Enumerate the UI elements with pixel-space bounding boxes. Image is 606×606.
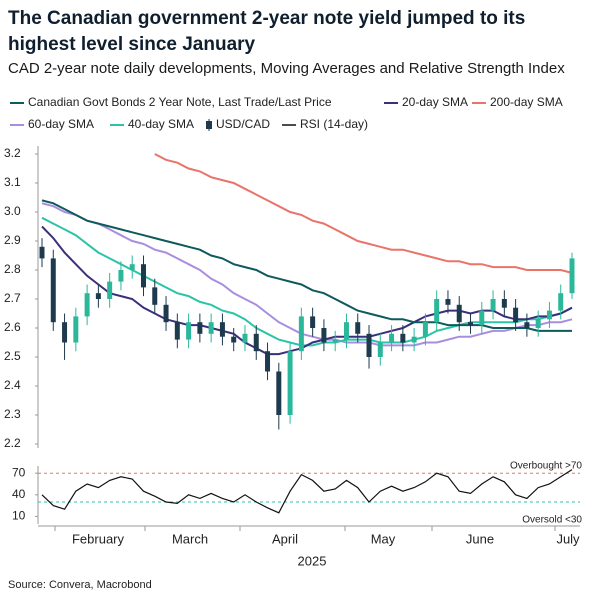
candle-body xyxy=(163,304,169,323)
candle-body xyxy=(535,319,541,328)
y-tick-label: 2.5 xyxy=(4,349,21,363)
candle-body xyxy=(287,351,293,415)
legend-label: USD/CAD xyxy=(216,117,270,131)
candle-body xyxy=(355,322,361,334)
candle-body xyxy=(389,333,395,343)
legend-label: Canadian Govt Bonds 2 Year Note, Last Tr… xyxy=(28,95,332,109)
candle-body xyxy=(219,322,225,337)
x-year-label: 2025 xyxy=(298,553,327,568)
candle-body xyxy=(84,293,90,317)
candle-body xyxy=(231,336,237,343)
rsi-line xyxy=(41,469,573,514)
candle-body xyxy=(208,322,214,334)
candle-body xyxy=(343,322,349,340)
y-tick-label: 3.0 xyxy=(4,204,21,218)
sma-line xyxy=(41,199,572,332)
candle-body xyxy=(298,316,304,352)
legend-label: 40-day SMA xyxy=(128,117,194,131)
candle-body xyxy=(39,246,45,259)
candle-body xyxy=(434,299,440,323)
candle-body xyxy=(197,322,203,334)
candle-body xyxy=(118,270,124,282)
candle-body xyxy=(546,310,552,320)
y-tick-label: 2.9 xyxy=(4,233,21,247)
candle-body xyxy=(377,342,383,357)
overbought-label: Overbought >70 xyxy=(510,461,582,472)
source: Source: Convera, Macrobond xyxy=(8,579,152,591)
candle-body xyxy=(50,258,56,323)
candle-body xyxy=(445,299,451,305)
candle-body xyxy=(479,310,485,326)
chart-subtitle: CAD 2-year note daily developments, Movi… xyxy=(8,60,565,77)
candle-body xyxy=(524,322,530,328)
candle-body xyxy=(242,333,248,343)
candle-body xyxy=(129,264,135,270)
y-tick-label: 2.3 xyxy=(4,407,21,421)
candle-body xyxy=(265,351,271,372)
candle-body xyxy=(186,322,192,340)
candle-body xyxy=(140,264,146,288)
candle-body xyxy=(456,304,462,323)
y-tick-label: 2.7 xyxy=(4,291,21,305)
sma-line xyxy=(154,153,573,274)
y-tick-label: 2.2 xyxy=(4,436,21,450)
y-tick-label: 2.4 xyxy=(4,378,21,392)
candle-body xyxy=(152,287,158,305)
candle-body xyxy=(366,333,372,357)
x-tick-label: April xyxy=(272,531,298,546)
candle-body xyxy=(332,339,338,343)
candle-body xyxy=(569,258,575,294)
candle-body xyxy=(174,322,180,340)
x-tick-label: March xyxy=(172,531,208,546)
candle-body xyxy=(310,316,316,328)
candle-body xyxy=(400,333,406,343)
rsi-tick-label: 40 xyxy=(12,487,26,501)
candle-body xyxy=(276,371,282,415)
chart-title: The Canadian government 2-year note yiel… xyxy=(8,8,526,55)
candle-body xyxy=(321,328,327,343)
x-tick-label: June xyxy=(466,531,494,546)
candle-body xyxy=(501,299,507,308)
legend-label: 200-day SMA xyxy=(490,95,563,109)
rsi-tick-label: 70 xyxy=(12,465,26,479)
legend-label: 20-day SMA xyxy=(402,95,468,109)
legend-candle xyxy=(206,121,212,129)
y-tick-label: 3.1 xyxy=(4,175,21,189)
legend-label: 60-day SMA xyxy=(28,117,94,131)
candle-body xyxy=(513,307,519,323)
candle-body xyxy=(107,281,113,299)
candle-body xyxy=(411,336,417,343)
rsi-tick-label: 10 xyxy=(12,509,26,523)
y-tick-label: 2.8 xyxy=(4,262,21,276)
legend-label: RSI (14-day) xyxy=(300,117,368,131)
y-tick-label: 2.6 xyxy=(4,320,21,334)
header: The Canadian government 2-year note yiel… xyxy=(8,6,568,77)
x-tick-label: July xyxy=(556,531,580,546)
candle-body xyxy=(73,316,79,343)
candle-body xyxy=(62,322,68,343)
x-tick-label: May xyxy=(371,531,396,546)
candle-body xyxy=(253,333,259,352)
oversold-label: Oversold <30 xyxy=(522,515,582,526)
sma-line xyxy=(41,202,573,347)
candle-body xyxy=(490,299,496,311)
x-tick-label: February xyxy=(72,531,125,546)
candle-body xyxy=(422,322,428,337)
candle-body xyxy=(95,293,101,299)
candle-body xyxy=(558,293,564,311)
y-tick-label: 3.2 xyxy=(4,146,21,160)
candle-body xyxy=(468,322,474,326)
